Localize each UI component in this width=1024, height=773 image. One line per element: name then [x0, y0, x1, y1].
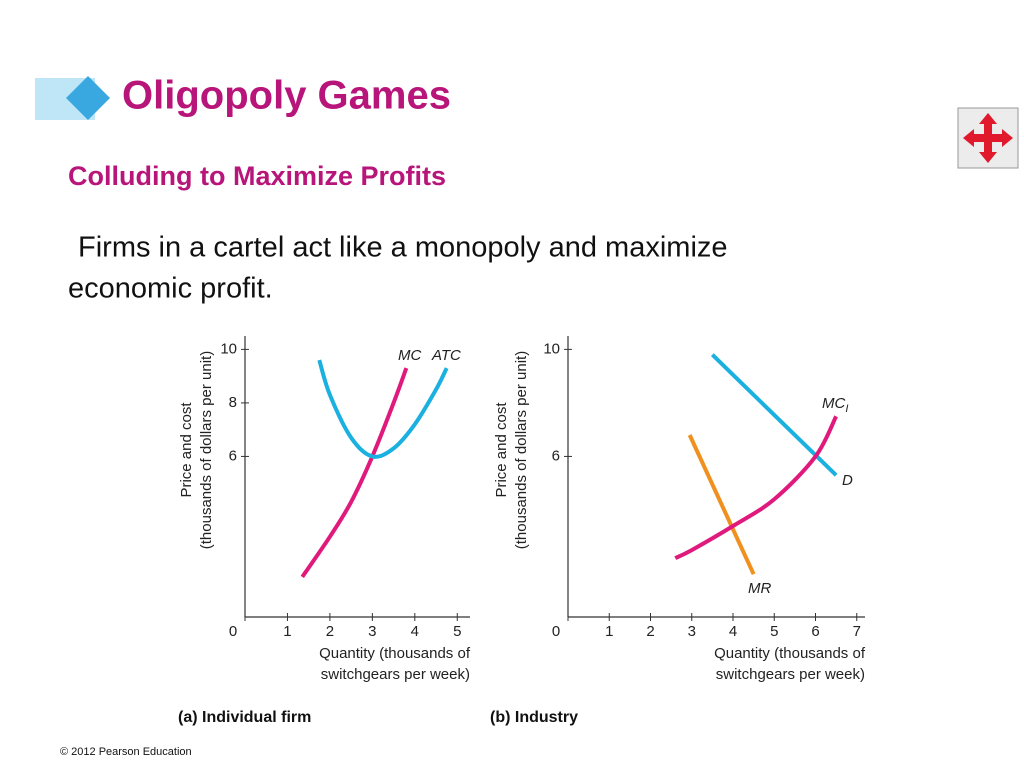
- curve-label-name: MC: [822, 395, 845, 412]
- curve: [687, 434, 756, 576]
- curve-label-subscript: I: [845, 403, 848, 415]
- x-axis-label: Quantity (thousands of: [319, 645, 471, 662]
- curve-label: MC: [398, 347, 421, 364]
- chart-caption: (a) Individual firm: [178, 709, 311, 726]
- x-tick-label: 7: [853, 623, 861, 640]
- chart-caption: (b) Industry: [490, 709, 578, 726]
- x-tick-label: 4: [411, 623, 419, 640]
- x-tick-label: 4: [729, 623, 737, 640]
- x-axis-label: switchgears per week): [716, 666, 865, 683]
- x-tick-label: 0: [229, 623, 237, 640]
- y-axis-label: (thousands of dollars per unit): [513, 351, 530, 549]
- x-tick-label: 1: [605, 623, 613, 640]
- nav-button[interactable]: [957, 107, 1019, 169]
- y-tick-label: 8: [229, 394, 237, 411]
- footer: © 2012 Pearson Education: [60, 746, 192, 758]
- x-tick-label: 3: [368, 623, 376, 640]
- body-line: Firms in a cartel act like a monopoly an…: [78, 232, 728, 264]
- curve: [710, 353, 838, 477]
- slide-title: Oligopoly Games: [122, 74, 451, 118]
- x-tick-label: 6: [811, 623, 819, 640]
- x-tick-label: 1: [283, 623, 291, 640]
- y-axis-label: (thousands of dollars per unit): [198, 351, 215, 549]
- curve-label: D: [842, 472, 853, 489]
- curve: [317, 359, 449, 459]
- y-tick-label: 10: [543, 340, 560, 357]
- curve-label-name: MR: [748, 580, 771, 597]
- title-diamond: [66, 76, 110, 120]
- y-axis-label: Price and cost: [493, 402, 510, 498]
- y-axis-label: Price and cost: [178, 402, 195, 498]
- x-tick-label: 0: [552, 623, 560, 640]
- curve-label-name: ATC: [431, 347, 461, 364]
- curve-label-name: D: [842, 472, 853, 489]
- curve-label: ATC: [431, 347, 461, 364]
- curve-label: MCI: [822, 395, 848, 415]
- curve-label: MR: [748, 580, 771, 597]
- x-axis-label: switchgears per week): [321, 666, 470, 683]
- x-tick-label: 5: [453, 623, 461, 640]
- x-tick-label: 5: [770, 623, 778, 640]
- x-tick-label: 3: [688, 623, 696, 640]
- curve-label-name: MC: [398, 347, 421, 364]
- body-line: economic profit.: [68, 273, 273, 305]
- x-tick-label: 2: [646, 623, 654, 640]
- x-axis-label: Quantity (thousands of: [714, 645, 866, 662]
- y-tick-label: 10: [220, 340, 237, 357]
- y-tick-label: 6: [229, 447, 237, 464]
- y-tick-label: 6: [552, 447, 560, 464]
- curve: [674, 415, 838, 560]
- nav-arrows[interactable]: [963, 113, 1013, 163]
- slide-subtitle: Colluding to Maximize Profits: [68, 161, 446, 191]
- curve: [300, 367, 409, 578]
- x-tick-label: 2: [326, 623, 334, 640]
